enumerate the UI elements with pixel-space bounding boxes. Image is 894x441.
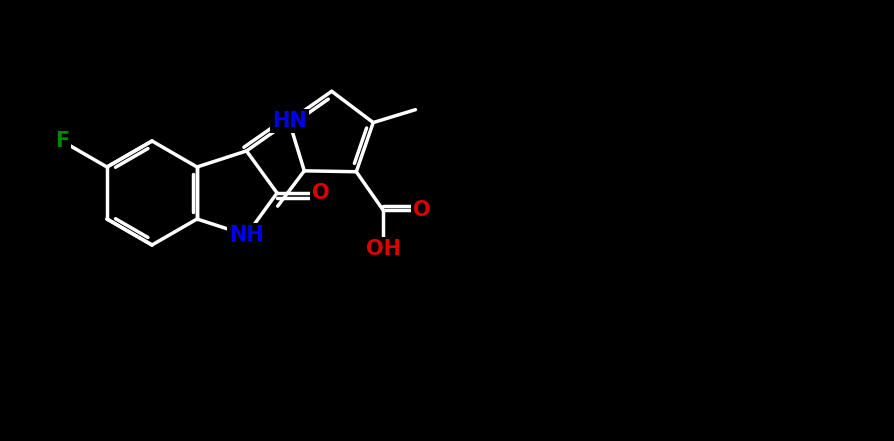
Text: O: O	[312, 183, 330, 203]
Text: O: O	[413, 200, 430, 220]
Text: OH: OH	[366, 239, 401, 259]
Text: NH: NH	[229, 225, 264, 245]
Text: F: F	[55, 131, 69, 151]
Text: HN: HN	[272, 111, 306, 131]
